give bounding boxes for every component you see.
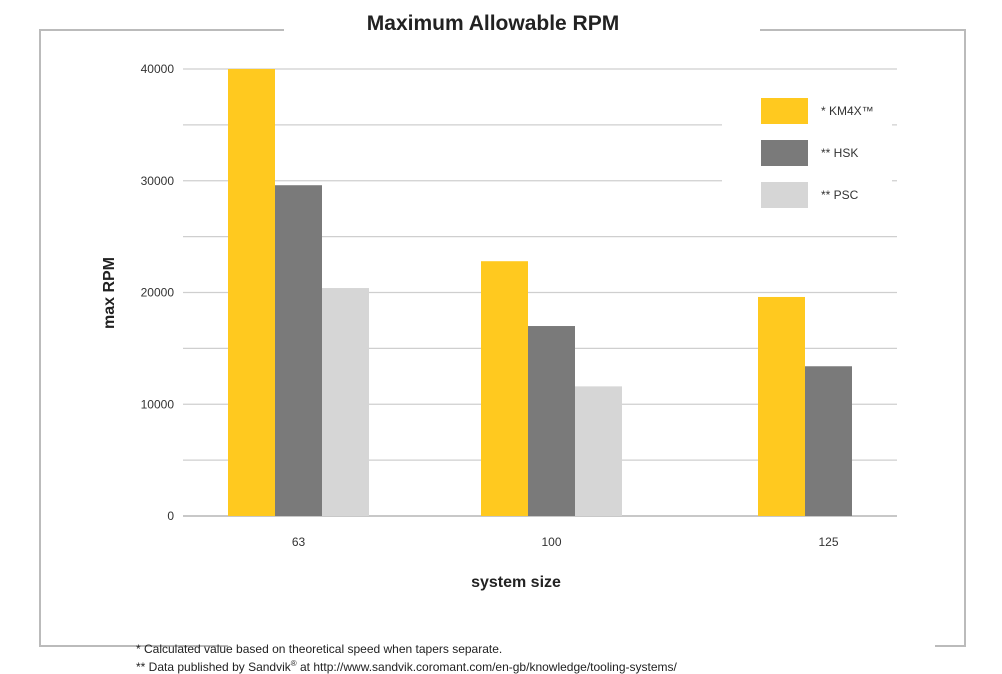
legend-label: ** PSC xyxy=(821,188,859,202)
bar xyxy=(322,288,369,516)
bars xyxy=(228,69,852,516)
bar xyxy=(481,261,528,516)
footnote-2-prefix: ** Data published by Sandvik xyxy=(136,660,291,674)
legend: * KM4X™ ** HSK ** PSC xyxy=(722,84,892,222)
y-tick-label: 40000 xyxy=(141,62,175,76)
chart-frame xyxy=(39,29,966,647)
x-tick-labels: 63 100 125 xyxy=(292,535,839,549)
bar xyxy=(805,366,852,516)
x-axis-label: system size xyxy=(471,574,561,591)
bar xyxy=(528,326,575,516)
x-tick-label: 63 xyxy=(292,535,306,549)
legend-swatch xyxy=(761,98,808,124)
y-tick-labels: 0 10000 20000 30000 40000 xyxy=(141,62,175,523)
legend-label: ** HSK xyxy=(821,146,858,160)
y-axis-label: max RPM xyxy=(101,257,118,329)
bar xyxy=(228,69,275,516)
y-tick-label: 0 xyxy=(167,509,174,523)
x-tick-label: 125 xyxy=(818,535,838,549)
y-tick-label: 30000 xyxy=(141,174,175,188)
legend-swatch xyxy=(761,182,808,208)
y-tick-label: 20000 xyxy=(141,286,175,300)
bar xyxy=(575,386,622,516)
registered-mark: ® xyxy=(290,659,297,668)
x-tick-label: 100 xyxy=(541,535,561,549)
y-tick-label: 10000 xyxy=(141,397,175,411)
footnote-2: ** Data published by Sandvik® at http://… xyxy=(136,659,677,674)
legend-swatch xyxy=(761,140,808,166)
footnote-2-url: at http://www.sandvik.coromant.com/en-gb… xyxy=(296,660,677,674)
footnote-1: * Calculated value based on theoretical … xyxy=(136,642,503,656)
bar xyxy=(758,296,805,516)
chart-title: Maximum Allowable RPM xyxy=(367,12,619,35)
legend-label: * KM4X™ xyxy=(821,104,874,118)
bar xyxy=(275,185,322,516)
